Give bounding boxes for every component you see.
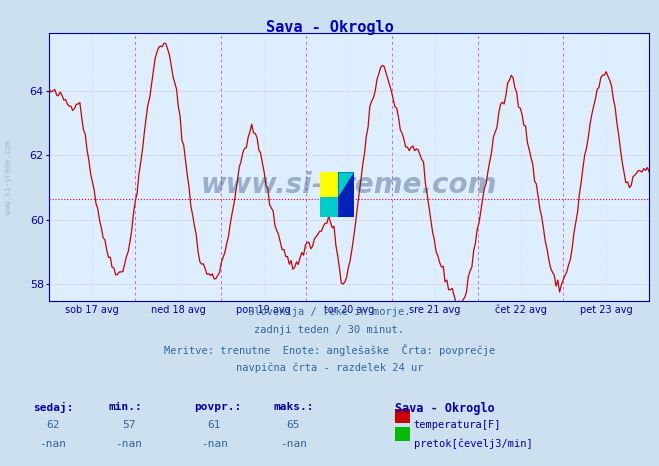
Text: Meritve: trenutne  Enote: anglešaške  Črta: povprečje: Meritve: trenutne Enote: anglešaške Črta… <box>164 344 495 356</box>
Text: 61: 61 <box>208 420 221 430</box>
Text: sedaj:: sedaj: <box>33 402 73 413</box>
Text: temperatura[F]: temperatura[F] <box>414 420 501 430</box>
Text: povpr.:: povpr.: <box>194 402 242 411</box>
Polygon shape <box>339 172 354 197</box>
Text: Sava - Okroglo: Sava - Okroglo <box>395 402 495 415</box>
Polygon shape <box>339 172 354 217</box>
Text: 65: 65 <box>287 420 300 430</box>
Text: -nan: -nan <box>201 439 227 449</box>
Text: navpična črta - razdelek 24 ur: navpična črta - razdelek 24 ur <box>236 363 423 373</box>
Text: -nan: -nan <box>115 439 142 449</box>
Text: www.si-vreme.com: www.si-vreme.com <box>4 140 13 214</box>
Text: Slovenija / reke in morje.: Slovenija / reke in morje. <box>248 307 411 316</box>
Polygon shape <box>320 172 339 197</box>
Text: zadnji teden / 30 minut.: zadnji teden / 30 minut. <box>254 325 405 335</box>
Text: maks.:: maks.: <box>273 402 314 411</box>
Text: pretok[čevelj3/min]: pretok[čevelj3/min] <box>414 439 532 450</box>
Text: 62: 62 <box>46 420 59 430</box>
Text: -nan: -nan <box>40 439 66 449</box>
Text: 57: 57 <box>122 420 135 430</box>
Text: min.:: min.: <box>109 402 142 411</box>
Text: Sava - Okroglo: Sava - Okroglo <box>266 20 393 35</box>
Text: -nan: -nan <box>280 439 306 449</box>
Polygon shape <box>320 197 339 217</box>
Text: www.si-vreme.com: www.si-vreme.com <box>201 171 498 199</box>
